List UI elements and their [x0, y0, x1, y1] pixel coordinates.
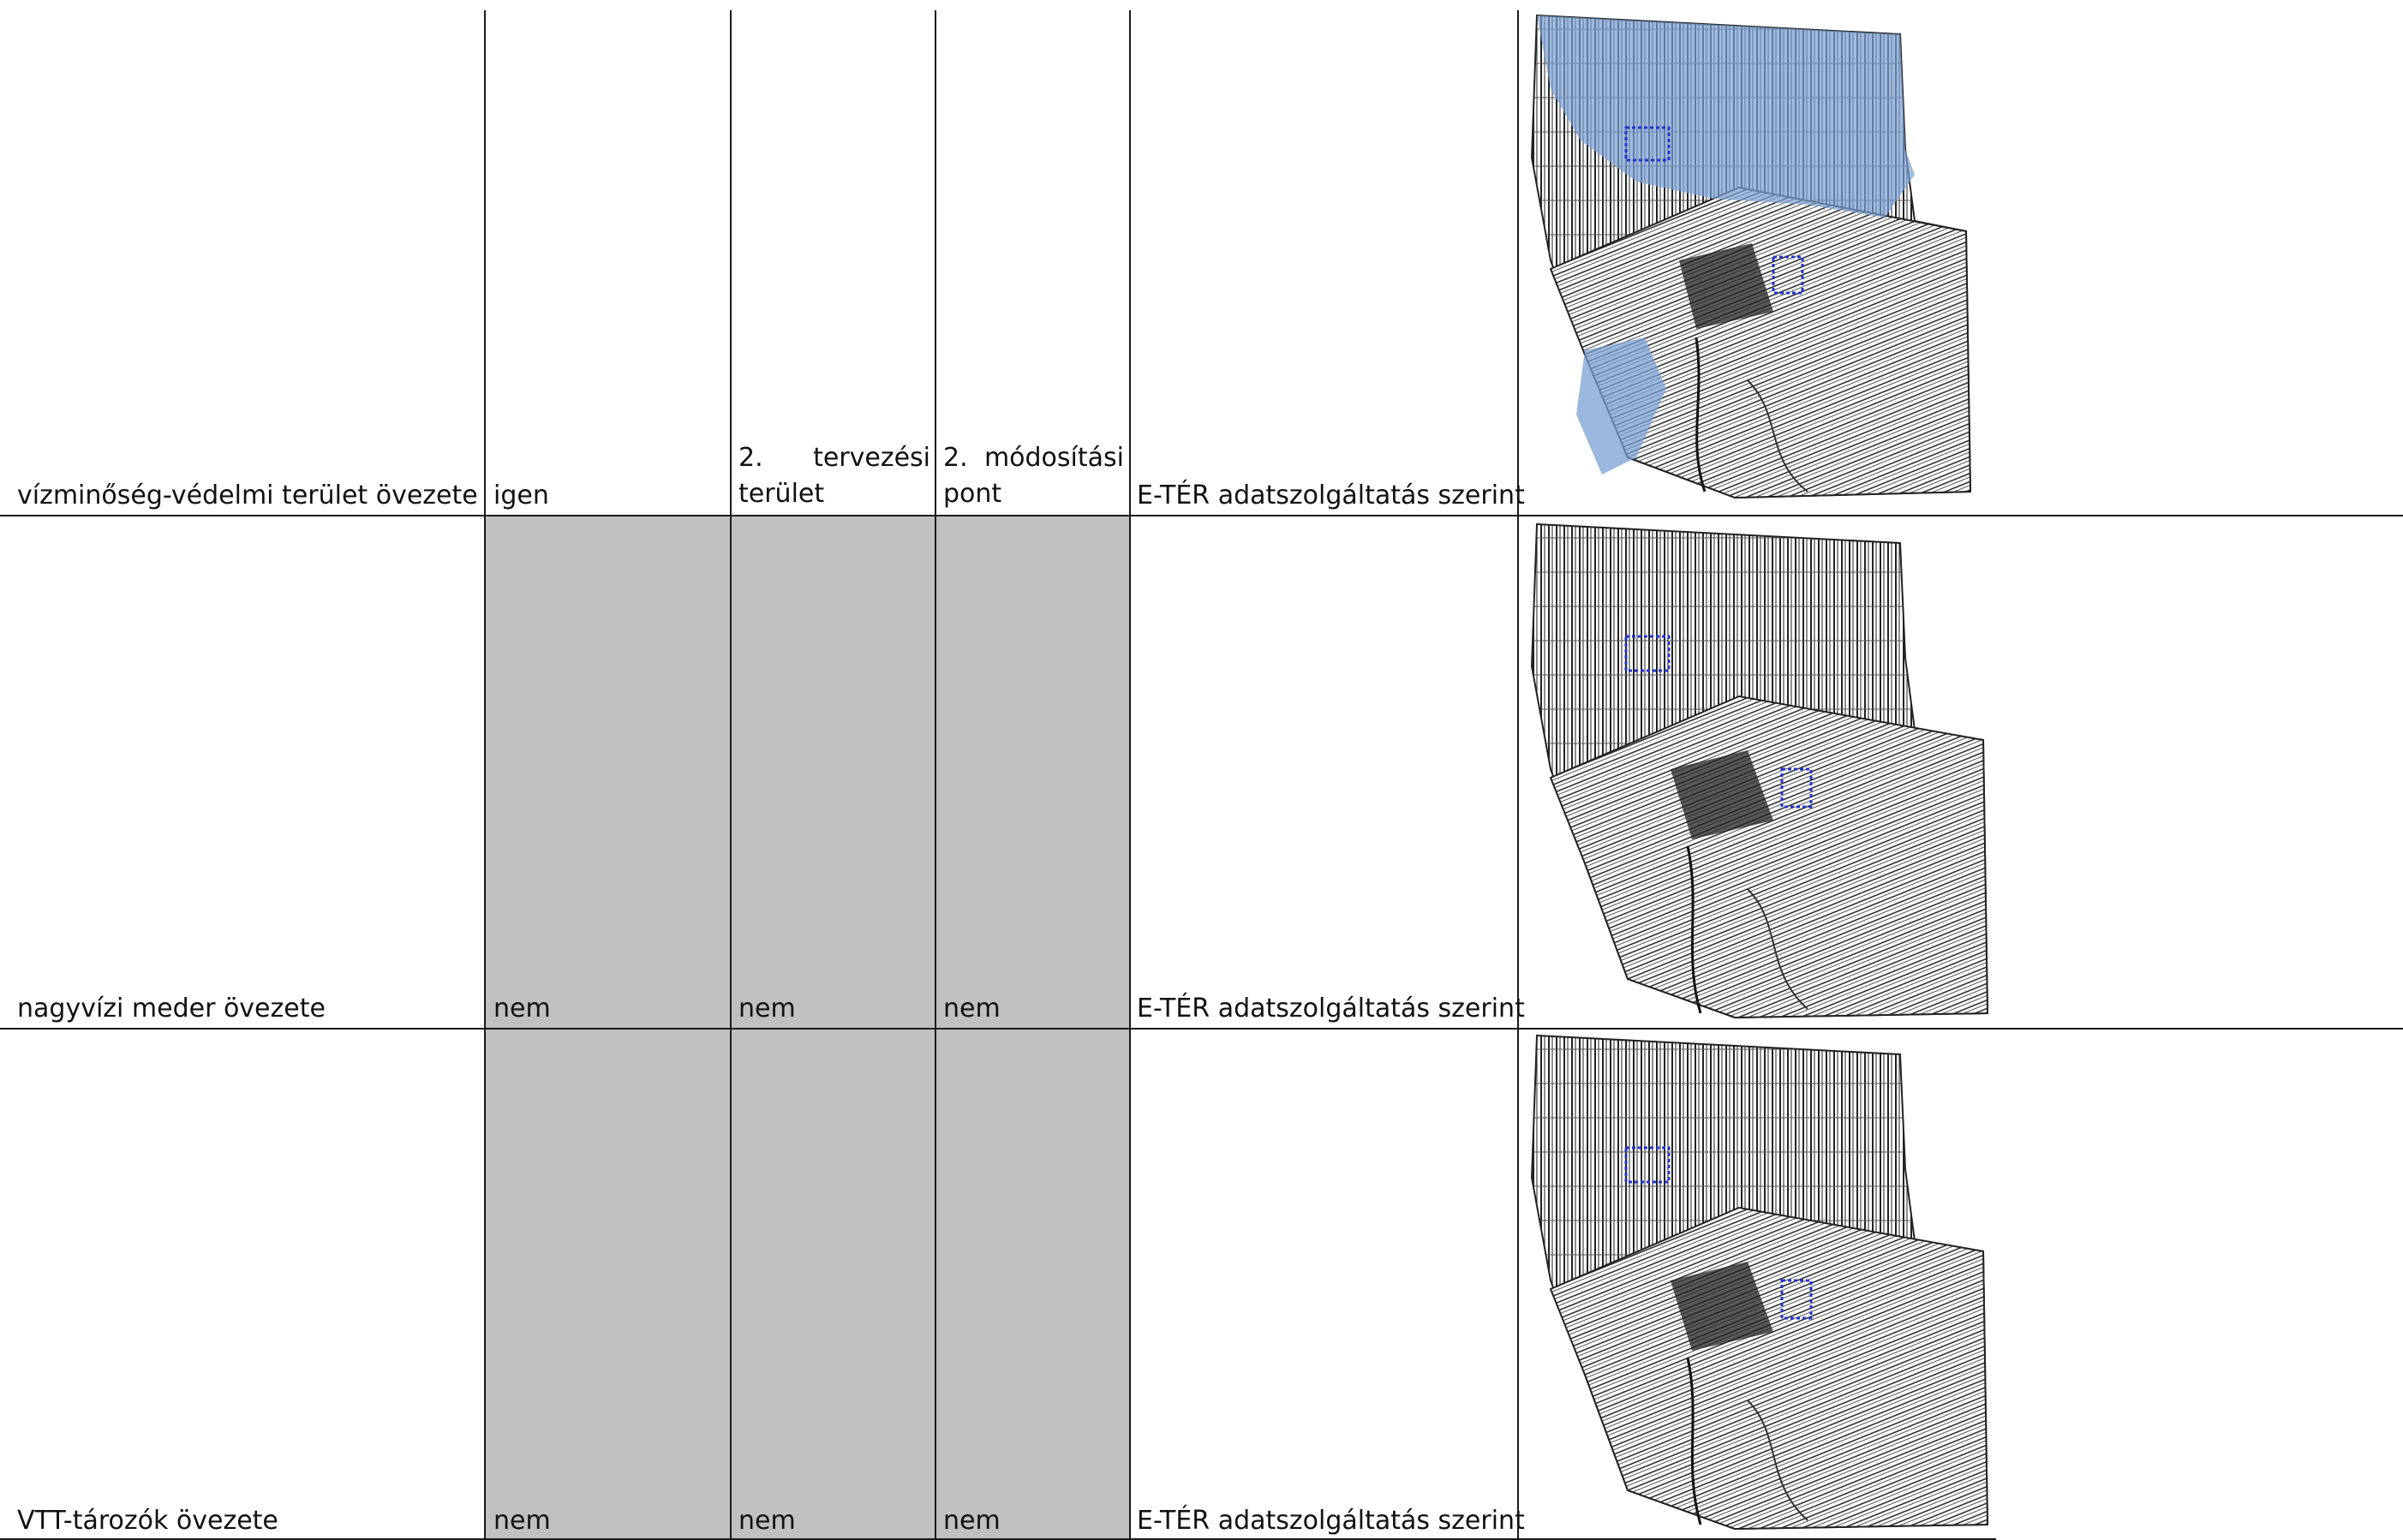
grey-cell	[485, 1030, 1129, 1540]
row-divider	[0, 1028, 2403, 1030]
column-divider	[484, 10, 486, 1540]
row-divider	[0, 1538, 1996, 1540]
modification-point-word: módosítási	[983, 443, 1124, 473]
grey-cell	[485, 516, 1129, 1028]
affected-value: nem	[493, 994, 551, 1024]
planning-area-cell: 2. tervezési terület	[738, 440, 930, 512]
zone-map	[1525, 1032, 2005, 1533]
parcel-map-with-zone	[1530, 14, 1972, 499]
planning-area-word: tervezési	[813, 443, 930, 473]
zone-name: VTT-tározók övezete	[17, 1506, 278, 1536]
affected-value: igen	[493, 481, 549, 510]
parcel-map	[1530, 522, 1989, 1019]
modification-point-cell: 2. módosítási pont	[943, 440, 1124, 512]
planning-area-number: 2.	[738, 443, 763, 473]
data-source: E-TÉR adatszolgáltatás szerint	[1137, 1506, 1525, 1536]
zone-name: vízminőség-védelmi terület övezete	[17, 481, 478, 510]
row-divider	[0, 515, 2403, 516]
modification-point-value: nem	[943, 1506, 1001, 1536]
column-divider	[935, 10, 936, 1540]
data-source: E-TÉR adatszolgáltatás szerint	[1137, 481, 1525, 510]
modification-point-value: nem	[943, 994, 1001, 1024]
zone-map	[1525, 12, 2005, 513]
modification-point-number: 2.	[943, 443, 968, 473]
modification-point-line2: pont	[943, 479, 1002, 509]
planning-area-line2: terület	[738, 479, 825, 509]
data-source: E-TÉR adatszolgáltatás szerint	[1137, 994, 1525, 1024]
zone-name: nagyvízi meder övezete	[17, 994, 326, 1024]
zone-map	[1525, 521, 2005, 1022]
column-divider	[1129, 10, 1131, 1540]
planning-area-value: nem	[738, 994, 796, 1024]
parcel-map	[1530, 1034, 1989, 1531]
column-divider	[1517, 10, 1519, 1540]
affected-value: nem	[493, 1506, 551, 1536]
column-divider	[730, 10, 732, 1540]
planning-area-value: nem	[738, 1506, 796, 1536]
